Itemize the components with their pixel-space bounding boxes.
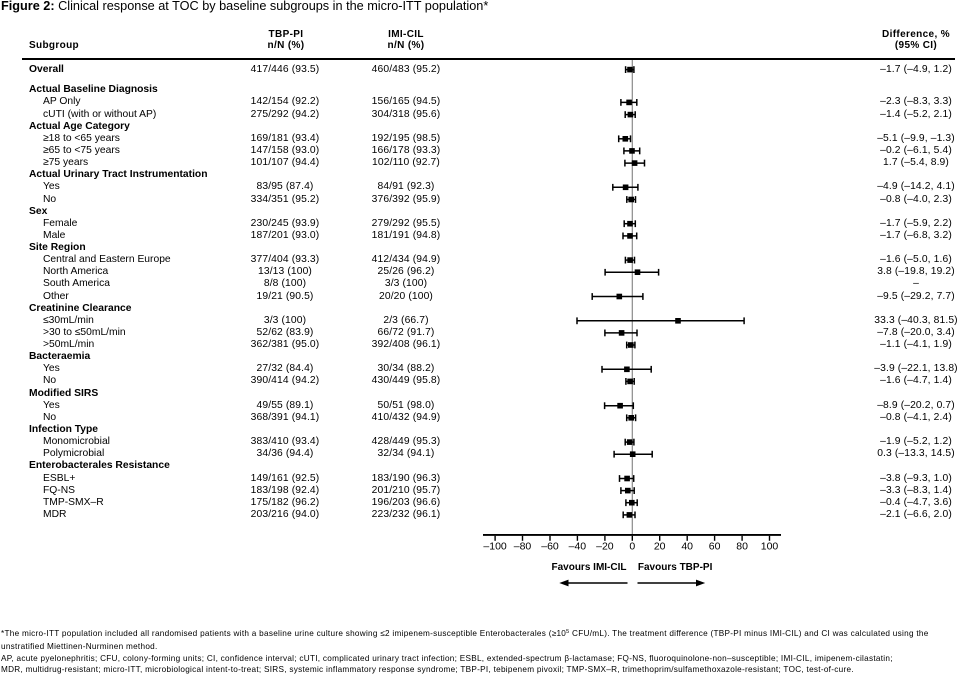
svg-text:100: 100 [761, 541, 779, 553]
svg-text:0: 0 [629, 541, 635, 553]
svg-text:20: 20 [654, 541, 666, 553]
svg-text:Favours TBP-PI: Favours TBP-PI [638, 562, 713, 573]
svg-text:–60: –60 [541, 541, 559, 553]
svg-text:–100: –100 [483, 541, 507, 553]
svg-text:80: 80 [736, 541, 748, 553]
svg-text:Favours IMI-CIL: Favours IMI-CIL [551, 562, 626, 573]
svg-text:–80: –80 [514, 541, 532, 553]
svg-text:40: 40 [681, 541, 693, 553]
svg-text:–20: –20 [596, 541, 614, 553]
svg-text:60: 60 [709, 541, 721, 553]
svg-text:–40: –40 [569, 541, 587, 553]
